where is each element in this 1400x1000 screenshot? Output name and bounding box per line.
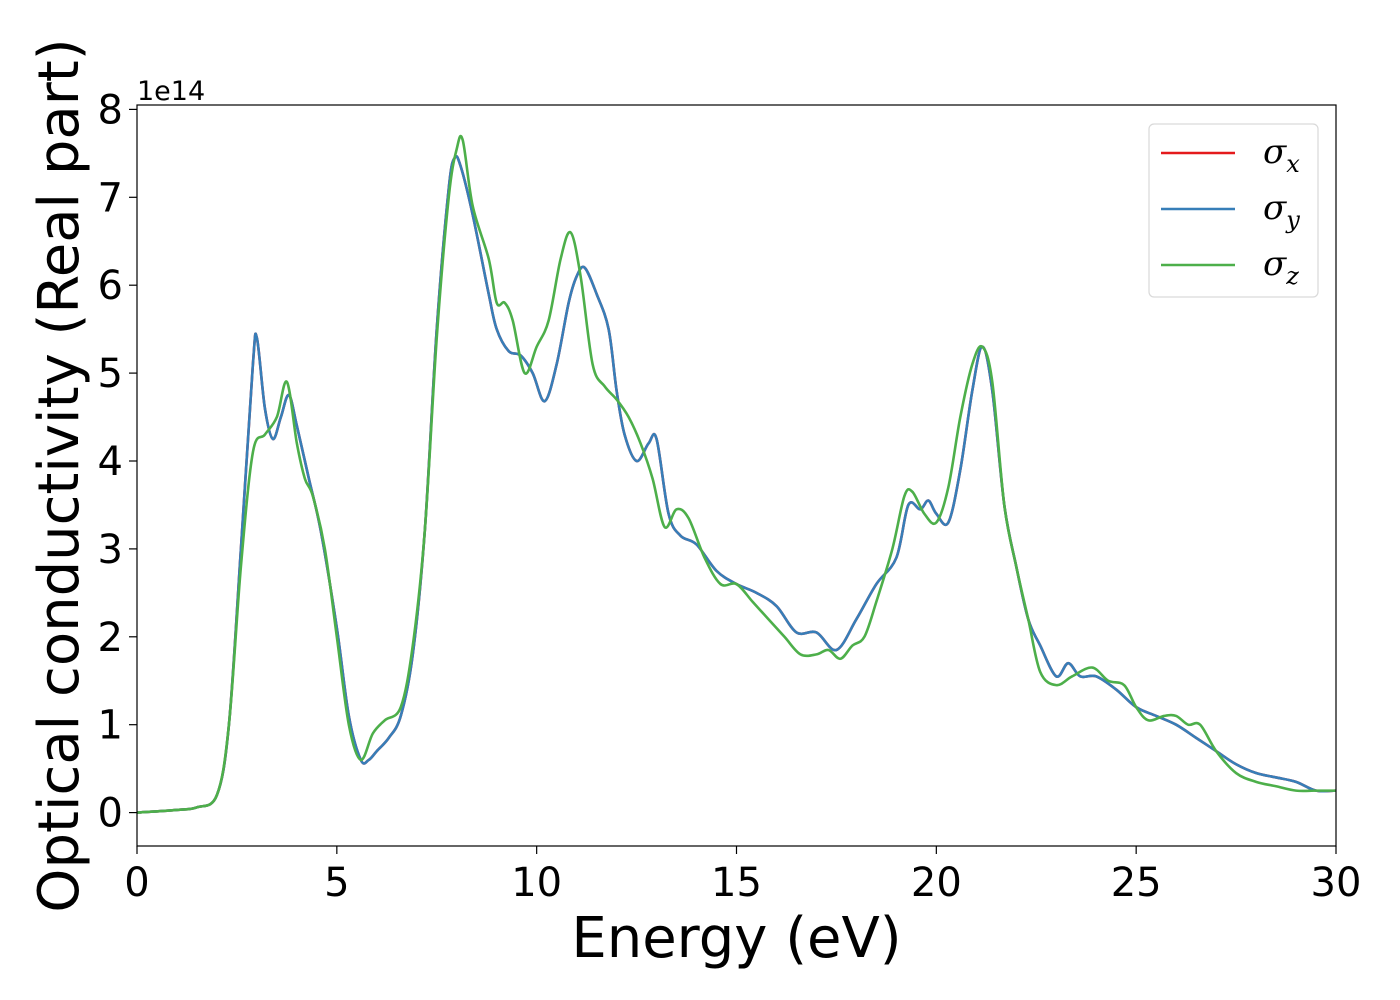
y-tick-label: 8: [98, 87, 123, 133]
y-tick-label: 6: [98, 263, 123, 309]
x-tick-label: 15: [711, 860, 762, 906]
series-layer: [137, 134, 1336, 814]
legend-box: [1148, 123, 1319, 298]
legend-item-y: σy: [1161, 188, 1300, 234]
legend-label: σy: [1263, 188, 1300, 234]
x-tick-label: 10: [511, 860, 562, 906]
y-tick-label: 7: [98, 175, 123, 221]
x-tick-label: 5: [324, 860, 349, 906]
x-axis-title: Energy (eV): [571, 906, 901, 971]
x-axis: 0 5 10 15 20 25 30: [124, 846, 1361, 906]
legend-label: σx: [1263, 132, 1300, 178]
y-tick-label: 5: [98, 351, 123, 397]
legend: σx σy σz: [1148, 123, 1319, 298]
y-tick-label: 0: [98, 791, 123, 837]
y-axis-title: Optical conductivity (Real part): [27, 38, 92, 912]
x-tick-label: 20: [911, 860, 962, 906]
y-axis: 0 1 2 3 4 5 6 7 8: [98, 87, 137, 837]
y-tick-label: 4: [98, 439, 123, 485]
legend-item-x: σx: [1161, 132, 1300, 178]
y-tick-label: 2: [98, 615, 123, 661]
legend-item-z: σz: [1161, 244, 1299, 290]
y-tick-label: 3: [98, 527, 123, 573]
legend-label: σz: [1263, 244, 1299, 290]
series-line-z: [137, 134, 1336, 814]
x-tick-label: 0: [124, 860, 149, 906]
x-tick-label: 25: [1111, 860, 1162, 906]
y-offset-label: 1e14: [137, 76, 205, 107]
y-tick-label: 1: [98, 703, 123, 749]
x-tick-label: 30: [1311, 860, 1362, 906]
